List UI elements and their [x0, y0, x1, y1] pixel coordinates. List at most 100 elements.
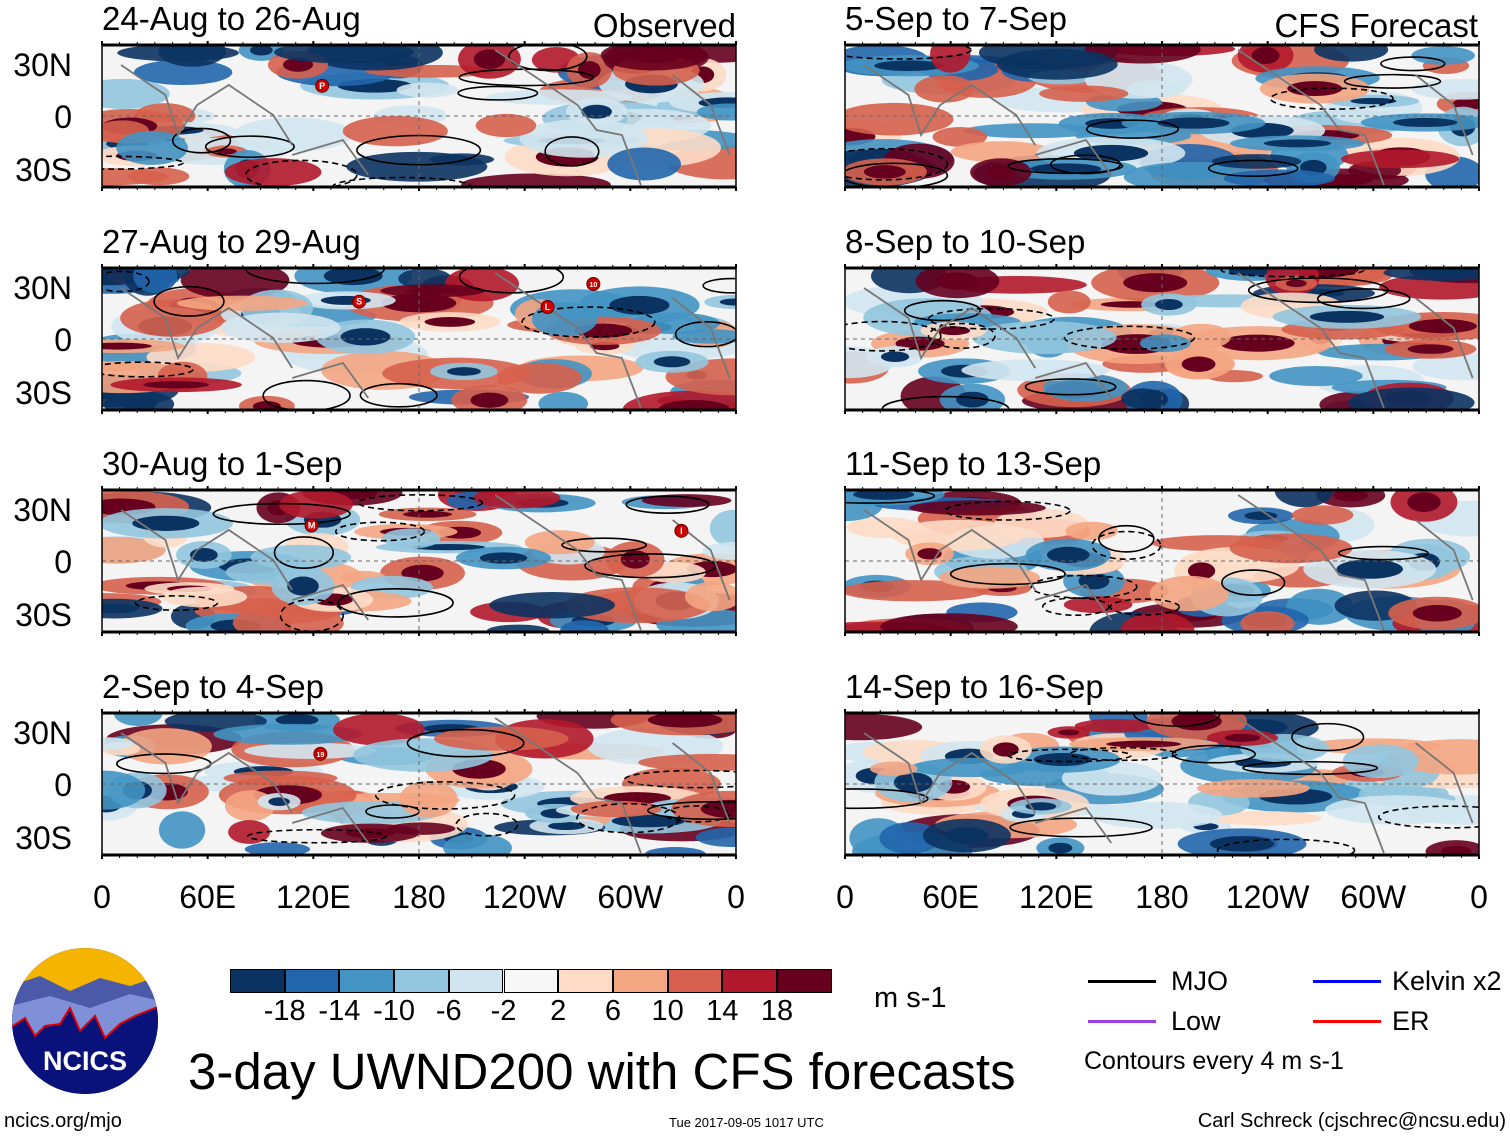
- wind-anomaly-core: [547, 821, 585, 831]
- map-panel: P: [101, 41, 737, 191]
- mjo-contour: [1041, 597, 1110, 617]
- mjo-contour: [1337, 545, 1429, 561]
- wind-anomaly-core: [1350, 97, 1397, 105]
- colorbar-swatch: [448, 969, 504, 993]
- wind-anomaly-blob: [702, 542, 736, 560]
- mjo-contour: [1216, 838, 1356, 855]
- wind-anomaly-blob: [1274, 490, 1334, 508]
- wind-anomaly-core: [1123, 273, 1188, 293]
- wind-anomaly-blob: [429, 153, 495, 166]
- mjo-contour: [1171, 744, 1257, 764]
- wind-anomaly-blob: [638, 753, 736, 771]
- colorbar-swatch: [284, 969, 340, 993]
- panel-title: 24-Aug to 26-Aug: [102, 0, 361, 37]
- mjo-contour: [1380, 56, 1446, 72]
- mjo-contour: [1109, 598, 1181, 616]
- wind-anomaly-blob: [133, 268, 178, 294]
- coastlines: [863, 494, 1474, 631]
- footer-author: Carl Schreck (cjschrec@ncsu.edu): [1197, 1110, 1506, 1132]
- wind-anomaly-core: [424, 317, 476, 327]
- wind-anomaly-blob: [473, 490, 561, 509]
- coastlines: [863, 717, 1474, 854]
- wind-anomaly-blob: [1065, 521, 1118, 541]
- wind-anomaly-blob: [250, 544, 352, 570]
- colorbar-label: 2: [550, 995, 567, 1027]
- wind-anomaly-core: [275, 714, 319, 726]
- mjo-contour: [1221, 569, 1286, 597]
- mjo-contour: [663, 805, 730, 823]
- wind-anomaly-blob: [232, 604, 344, 632]
- wind-anomaly-blob: [461, 173, 611, 187]
- x-tick-label: 60E: [179, 879, 237, 915]
- wind-anomaly-core: [893, 772, 933, 793]
- wind-anomaly-core: [1187, 562, 1216, 580]
- wind-anomaly-blob: [486, 624, 550, 632]
- mjo-contour: [204, 135, 295, 159]
- mjo-contour: [1207, 159, 1299, 177]
- wind-anomaly-blob: [1091, 801, 1223, 829]
- wind-anomaly-core: [992, 742, 1019, 757]
- wind-anomaly-blob: [996, 48, 1118, 80]
- wind-anomaly-blob: [342, 115, 448, 147]
- mjo-contour: [1009, 817, 1153, 838]
- wind-anomaly-blob: [644, 847, 706, 855]
- footer-timestamp: Tue 2017-09-05 1017 UTC: [669, 1115, 824, 1130]
- wind-anomaly-core: [1336, 559, 1403, 579]
- wind-anomaly-blob: [1412, 352, 1479, 381]
- logo-text: NCICS: [43, 1046, 127, 1076]
- wind-anomaly-core: [1414, 268, 1477, 277]
- mjo-contour: [1343, 73, 1442, 89]
- mjo-contour: [357, 494, 484, 512]
- wind-anomaly-blob: [1074, 718, 1156, 733]
- y-tick-label: 30N: [13, 715, 72, 751]
- mjo-contour: [1069, 746, 1178, 762]
- wind-anomaly-blob: [891, 519, 1024, 551]
- coastlines: [120, 272, 731, 409]
- mjo-contour: [845, 162, 949, 187]
- coastlines: [120, 49, 731, 186]
- legend-low-line: [1088, 1020, 1156, 1023]
- wind-anomaly-blob: [563, 587, 711, 624]
- mjo-contour: [406, 728, 525, 758]
- wind-anomaly-blob: [399, 780, 458, 818]
- coastlines: [863, 49, 1474, 186]
- wind-anomaly-blob: [128, 167, 190, 186]
- mjo-contour: [1063, 325, 1196, 350]
- legend-mjo-label: MJO: [1171, 966, 1228, 996]
- wind-anomaly-blob: [961, 359, 1110, 382]
- wind-anomaly-blob: [1139, 334, 1191, 353]
- wind-anomaly-blob: [971, 321, 1117, 354]
- wind-anomaly-core: [700, 799, 736, 818]
- mjo-contour: [845, 147, 949, 181]
- mjo-contour: [337, 588, 454, 618]
- y-tick-label: 30S: [15, 152, 72, 188]
- wind-anomaly-core: [1407, 344, 1454, 354]
- map-panel: S L 10: [101, 264, 737, 414]
- x-tick-label: 0: [836, 879, 854, 915]
- wind-anomaly-blob: [1120, 612, 1195, 632]
- y-tick-label: 0: [54, 767, 72, 803]
- mjo-contour: [508, 45, 588, 72]
- wind-anomaly-blob: [695, 827, 736, 847]
- mjo-contour: [212, 502, 351, 526]
- wind-anomaly-blob: [475, 113, 537, 138]
- wind-anomaly-blob: [1211, 154, 1302, 169]
- wind-anomaly-core: [936, 272, 979, 290]
- wind-anomaly-core: [1407, 492, 1441, 512]
- wind-anomaly-blob: [570, 800, 662, 818]
- wind-anomaly-blob: [1314, 45, 1389, 62]
- map-panel: [844, 709, 1480, 859]
- wind-anomaly-core: [1408, 319, 1477, 334]
- wind-anomaly-core: [853, 490, 915, 500]
- mjo-contour: [1291, 722, 1365, 752]
- mjo-contour: [262, 379, 351, 410]
- wind-anomaly-blob: [914, 75, 975, 103]
- mjo-contour: [102, 155, 185, 170]
- mjo-contour: [1269, 87, 1394, 110]
- mjo-contour: [102, 361, 194, 378]
- wind-anomaly-blob: [232, 117, 354, 152]
- wind-anomaly-core: [102, 603, 139, 614]
- mjo-contour: [845, 320, 942, 352]
- storm-id: S: [356, 297, 362, 307]
- wind-anomaly-blob: [1047, 290, 1091, 314]
